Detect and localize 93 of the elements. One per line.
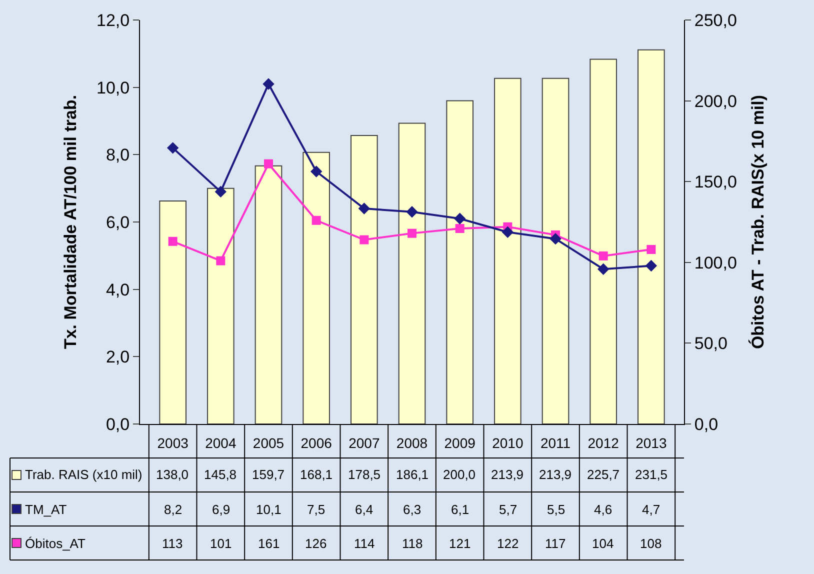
point	[646, 244, 656, 254]
point	[360, 235, 369, 244]
y2-tick-label: 200,0	[694, 92, 737, 111]
bar	[350, 135, 378, 424]
data-label: 114	[354, 536, 375, 551]
point	[550, 232, 562, 245]
x-tick-label: 2005	[252, 434, 284, 451]
data-label: 101	[210, 536, 232, 551]
data-label: 168,1	[300, 467, 333, 482]
point	[166, 142, 179, 154]
x-tick-label: 2010	[492, 434, 524, 451]
y-tick-label: 0,0	[106, 414, 130, 434]
bar	[302, 152, 330, 424]
legend-label: Óbitos_AT	[25, 536, 86, 551]
x-tick-label: 2006	[300, 434, 332, 451]
legend-label: TM_AT	[25, 502, 67, 517]
data-label: 178,5	[348, 467, 381, 482]
y2-tick-label: 100,0	[694, 253, 737, 272]
point	[645, 260, 658, 272]
data-label: 8,2	[164, 502, 182, 517]
point	[408, 228, 416, 238]
data-label: 231,5	[635, 467, 668, 482]
y-tick-label: 2,0	[106, 348, 130, 367]
point	[262, 78, 274, 90]
x-tick-label: 2003	[157, 434, 189, 451]
x-tick-label: 2011	[540, 434, 571, 451]
point	[502, 226, 514, 238]
data-label: 186,1	[396, 467, 429, 482]
x-tick-label: 2013	[636, 434, 667, 451]
point	[168, 236, 178, 246]
bar	[446, 100, 474, 424]
bar	[638, 49, 665, 424]
data-label: 104	[592, 536, 614, 551]
data-label: 108	[640, 536, 662, 551]
y2-tick-label: 50,0	[694, 334, 728, 354]
y-tick-label: 12,0	[96, 10, 130, 30]
data-label: 5,5	[547, 502, 566, 517]
point	[216, 256, 226, 266]
y2-tick-label: 150,0	[694, 172, 737, 192]
point	[454, 212, 466, 224]
bar	[590, 58, 617, 424]
data-label: 126	[305, 536, 327, 551]
point	[310, 166, 322, 178]
x-tick-label: 2007	[348, 434, 380, 451]
x-tick-label: 2012	[588, 434, 620, 451]
data-label: 159,7	[252, 467, 285, 482]
data-label: 118	[402, 536, 423, 551]
point	[406, 206, 418, 218]
y-tick-label: 6,0	[106, 212, 130, 232]
bar	[494, 78, 522, 424]
point	[455, 224, 464, 233]
y-tick-label: 10,0	[96, 78, 130, 98]
data-label: 145,8	[204, 467, 237, 482]
bar	[254, 165, 282, 424]
data-label: 138,0	[156, 467, 189, 482]
legend-label: Trab. RAIS (x10 mil)	[25, 467, 142, 482]
data-label: 5,7	[499, 502, 518, 517]
y-axis-title: Tx. Mortalidade AT/100 mil trab.	[61, 94, 80, 350]
bar	[542, 78, 570, 424]
point	[214, 186, 227, 198]
y-tick-label: 8,0	[106, 146, 130, 165]
y2-axis-title: Óbitos AT - Trab. RAIS(x 10 mil)	[747, 94, 768, 350]
data-label: 113	[162, 536, 183, 551]
data-label: 6,4	[355, 502, 374, 517]
x-tick-label: 2009	[444, 434, 476, 451]
data-label: 10,1	[256, 502, 282, 517]
data-label: 4,6	[594, 502, 612, 517]
x-tick-label: 2008	[396, 434, 428, 451]
data-label: 122	[497, 536, 519, 551]
data-label: 7,5	[307, 502, 326, 517]
bar	[159, 200, 186, 424]
y-tick-label: 4,0	[106, 280, 130, 300]
data-label: 6,3	[403, 502, 422, 517]
data-label: 117	[545, 536, 566, 551]
data-label: 6,9	[212, 502, 230, 517]
point	[312, 216, 321, 225]
point	[264, 159, 273, 168]
bar	[398, 122, 426, 424]
x-tick-label: 2004	[205, 434, 236, 451]
data-label: 4,7	[642, 502, 660, 517]
point	[598, 251, 608, 260]
point	[358, 202, 370, 214]
data-label: 213,9	[539, 467, 572, 482]
y2-tick-label: 250,0	[694, 10, 737, 30]
data-label: 161	[258, 536, 280, 551]
data-label: 225,7	[587, 467, 620, 482]
point	[597, 263, 610, 275]
data-label: 121	[449, 536, 471, 551]
data-label: 6,1	[451, 502, 470, 517]
data-label: 200,0	[443, 467, 476, 482]
y2-tick-label: 0,0	[694, 414, 718, 434]
data-label: 213,9	[491, 467, 524, 482]
bar	[207, 188, 234, 424]
